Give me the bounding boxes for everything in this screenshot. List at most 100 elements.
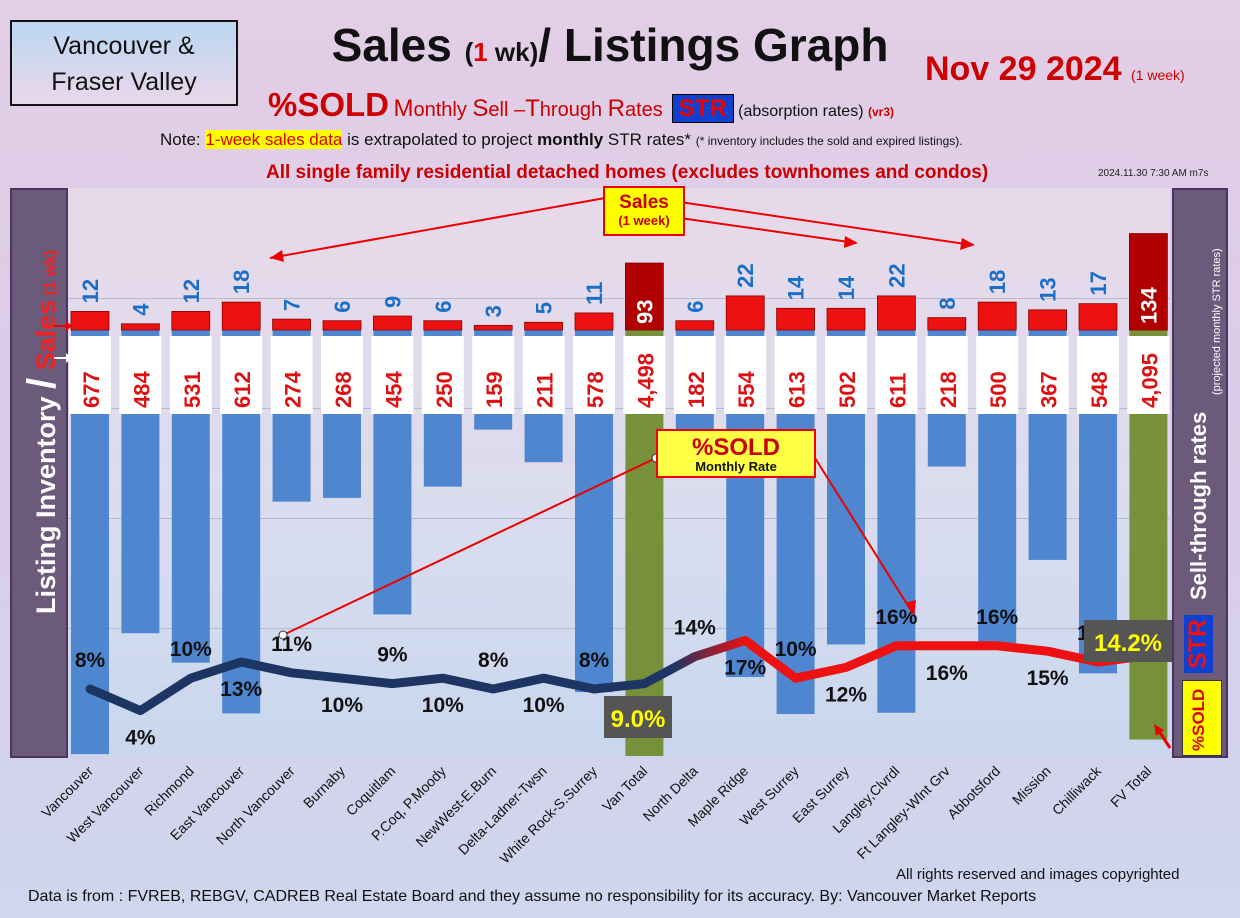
sales-value-label: 12 [78, 279, 103, 303]
inventory-label-bg [472, 336, 515, 414]
sold-rate-label: 10% [775, 638, 817, 661]
sales-value-label: 93 [632, 300, 657, 324]
subtitle-cap-2: T [525, 95, 540, 122]
total-rate-box [1084, 620, 1172, 662]
inventory-value-label: 367 [1037, 371, 1062, 408]
title-part-2: / Listings Graph [538, 19, 889, 71]
sales-value-label: 8 [935, 297, 960, 309]
sales-arrow-1 [269, 197, 606, 259]
sales-bar [322, 320, 362, 331]
footer-source: Data is from : FVREB, REBGV, CADREB Real… [28, 888, 1037, 905]
left-axis-panel: Listing Inventory / Sales (1 wk) [10, 188, 68, 758]
sales-bars [70, 233, 1168, 331]
inventory-value-label: 218 [936, 371, 961, 408]
note-subheading: All single family residential detached h… [266, 162, 989, 183]
subtitle-rest-2: hrough [539, 99, 608, 121]
sold-rate-label: 10% [422, 694, 464, 717]
sold-rate-label: 10% [170, 638, 212, 661]
sales-arrow-2 [679, 217, 857, 244]
sold-callout-box [656, 429, 816, 478]
sold-rate-label: 9% [377, 644, 408, 667]
sales-arrow-2-head [844, 236, 858, 248]
sold-rate-label: 15% [1027, 667, 1069, 690]
sold-rate-label: 14% [674, 617, 716, 640]
subtitle-rest-1: ell – [488, 99, 526, 121]
sales-bar [1078, 303, 1118, 331]
right-sold-box: %SOLD [1182, 680, 1222, 756]
inventory-value-label: 548 [1087, 371, 1112, 408]
total-rate-label: 9.0% [611, 706, 666, 733]
str-badge: STR [671, 94, 734, 123]
total-rate-box [604, 696, 672, 738]
title-unit: wk) [487, 37, 539, 67]
sold-rate-label: 13% [220, 678, 262, 701]
sales-value-label: 134 [1136, 287, 1161, 324]
note-highlight: 1-week sales data [205, 130, 343, 149]
sales-bar [977, 301, 1017, 331]
sold-rate-label: 12% [825, 683, 867, 706]
inventory-value-label: 159 [482, 371, 507, 408]
sales-bar [574, 312, 614, 331]
sales-bar [625, 262, 664, 331]
inventory-label-bg [371, 336, 414, 414]
gridline [68, 628, 1170, 629]
sales-value-label: 17 [1086, 271, 1111, 295]
inventory-label-bg [623, 336, 666, 414]
sales-axis-arrow-head [66, 321, 72, 331]
callouts: Sales (1 week) %SOLD Monthly Rate [54, 186, 1172, 749]
inventory-label-bg [724, 336, 767, 414]
inventory-value-label: 613 [785, 371, 810, 408]
inventory-value-label: 611 [885, 373, 910, 409]
inventory-label-bg [220, 336, 263, 414]
subtitle-sold: %SOLD [268, 86, 390, 123]
gridline [68, 518, 1170, 519]
sales-callout-box [603, 186, 685, 236]
subtitle-rest-3: ates [624, 99, 663, 121]
note-middle: is extrapolated to project [342, 130, 538, 149]
sales-bar [70, 310, 110, 331]
sold-rate-label: 11% [271, 633, 312, 656]
sales-value-label: 5 [532, 302, 557, 314]
subtitle-rest-0: onthly [413, 99, 473, 121]
subtitle-cap-1: S [472, 95, 489, 122]
region-label-box: Vancouver & Fraser Valley [10, 20, 238, 106]
sold-arrow-1 [282, 457, 657, 636]
inventory-value-label: 484 [129, 371, 154, 408]
inventory-label-bg [421, 336, 464, 414]
inventory-value-label: 500 [986, 371, 1011, 408]
sales-bar [372, 315, 412, 331]
inventory-label-bg [573, 336, 615, 414]
inventory-value-label: 454 [381, 371, 406, 408]
sales-value-label: 18 [229, 270, 254, 294]
sold-rate-label: 16% [875, 606, 917, 629]
gridline [68, 408, 1170, 409]
sales-value-label: 12 [179, 279, 204, 303]
inventory-value-label: 612 [230, 371, 255, 408]
gridline [68, 298, 1170, 299]
inventory-value-label: 182 [684, 371, 709, 408]
inventory-label-bg [321, 336, 363, 414]
right-axis-panel: %SOLD STR Sell-through rates (projected … [1172, 188, 1228, 758]
inventory-value-label: 268 [331, 371, 356, 408]
inventory-value-label: 578 [583, 371, 608, 408]
sold-arrow-2 [814, 457, 913, 613]
sales-arrow-1-head [270, 250, 284, 262]
region-line-2: Fraser Valley [51, 68, 197, 96]
sales-bar [473, 324, 513, 331]
note-suffix: STR rates* [603, 130, 696, 149]
inventory-label-bg [270, 336, 313, 414]
sold-arrow-1-end [278, 630, 288, 640]
sales-bar [675, 320, 715, 331]
title-paren: ( [464, 37, 474, 67]
sales-value-label: 11 [582, 282, 607, 305]
inventory-value-label: 211 [533, 373, 558, 409]
listing-axis-arrow-head [66, 353, 72, 363]
sold-rate-label: 8% [75, 649, 106, 672]
sales-arrow-3 [679, 201, 973, 246]
x-tick-label: Ft Langley-Wlnt Grv [854, 763, 953, 862]
subtitle-cap-3: R [607, 95, 625, 122]
sold-rate-label: 16% [926, 662, 968, 685]
inventory-label-bg [1026, 336, 1069, 414]
sold-axis-arrow-head [1154, 724, 1164, 736]
